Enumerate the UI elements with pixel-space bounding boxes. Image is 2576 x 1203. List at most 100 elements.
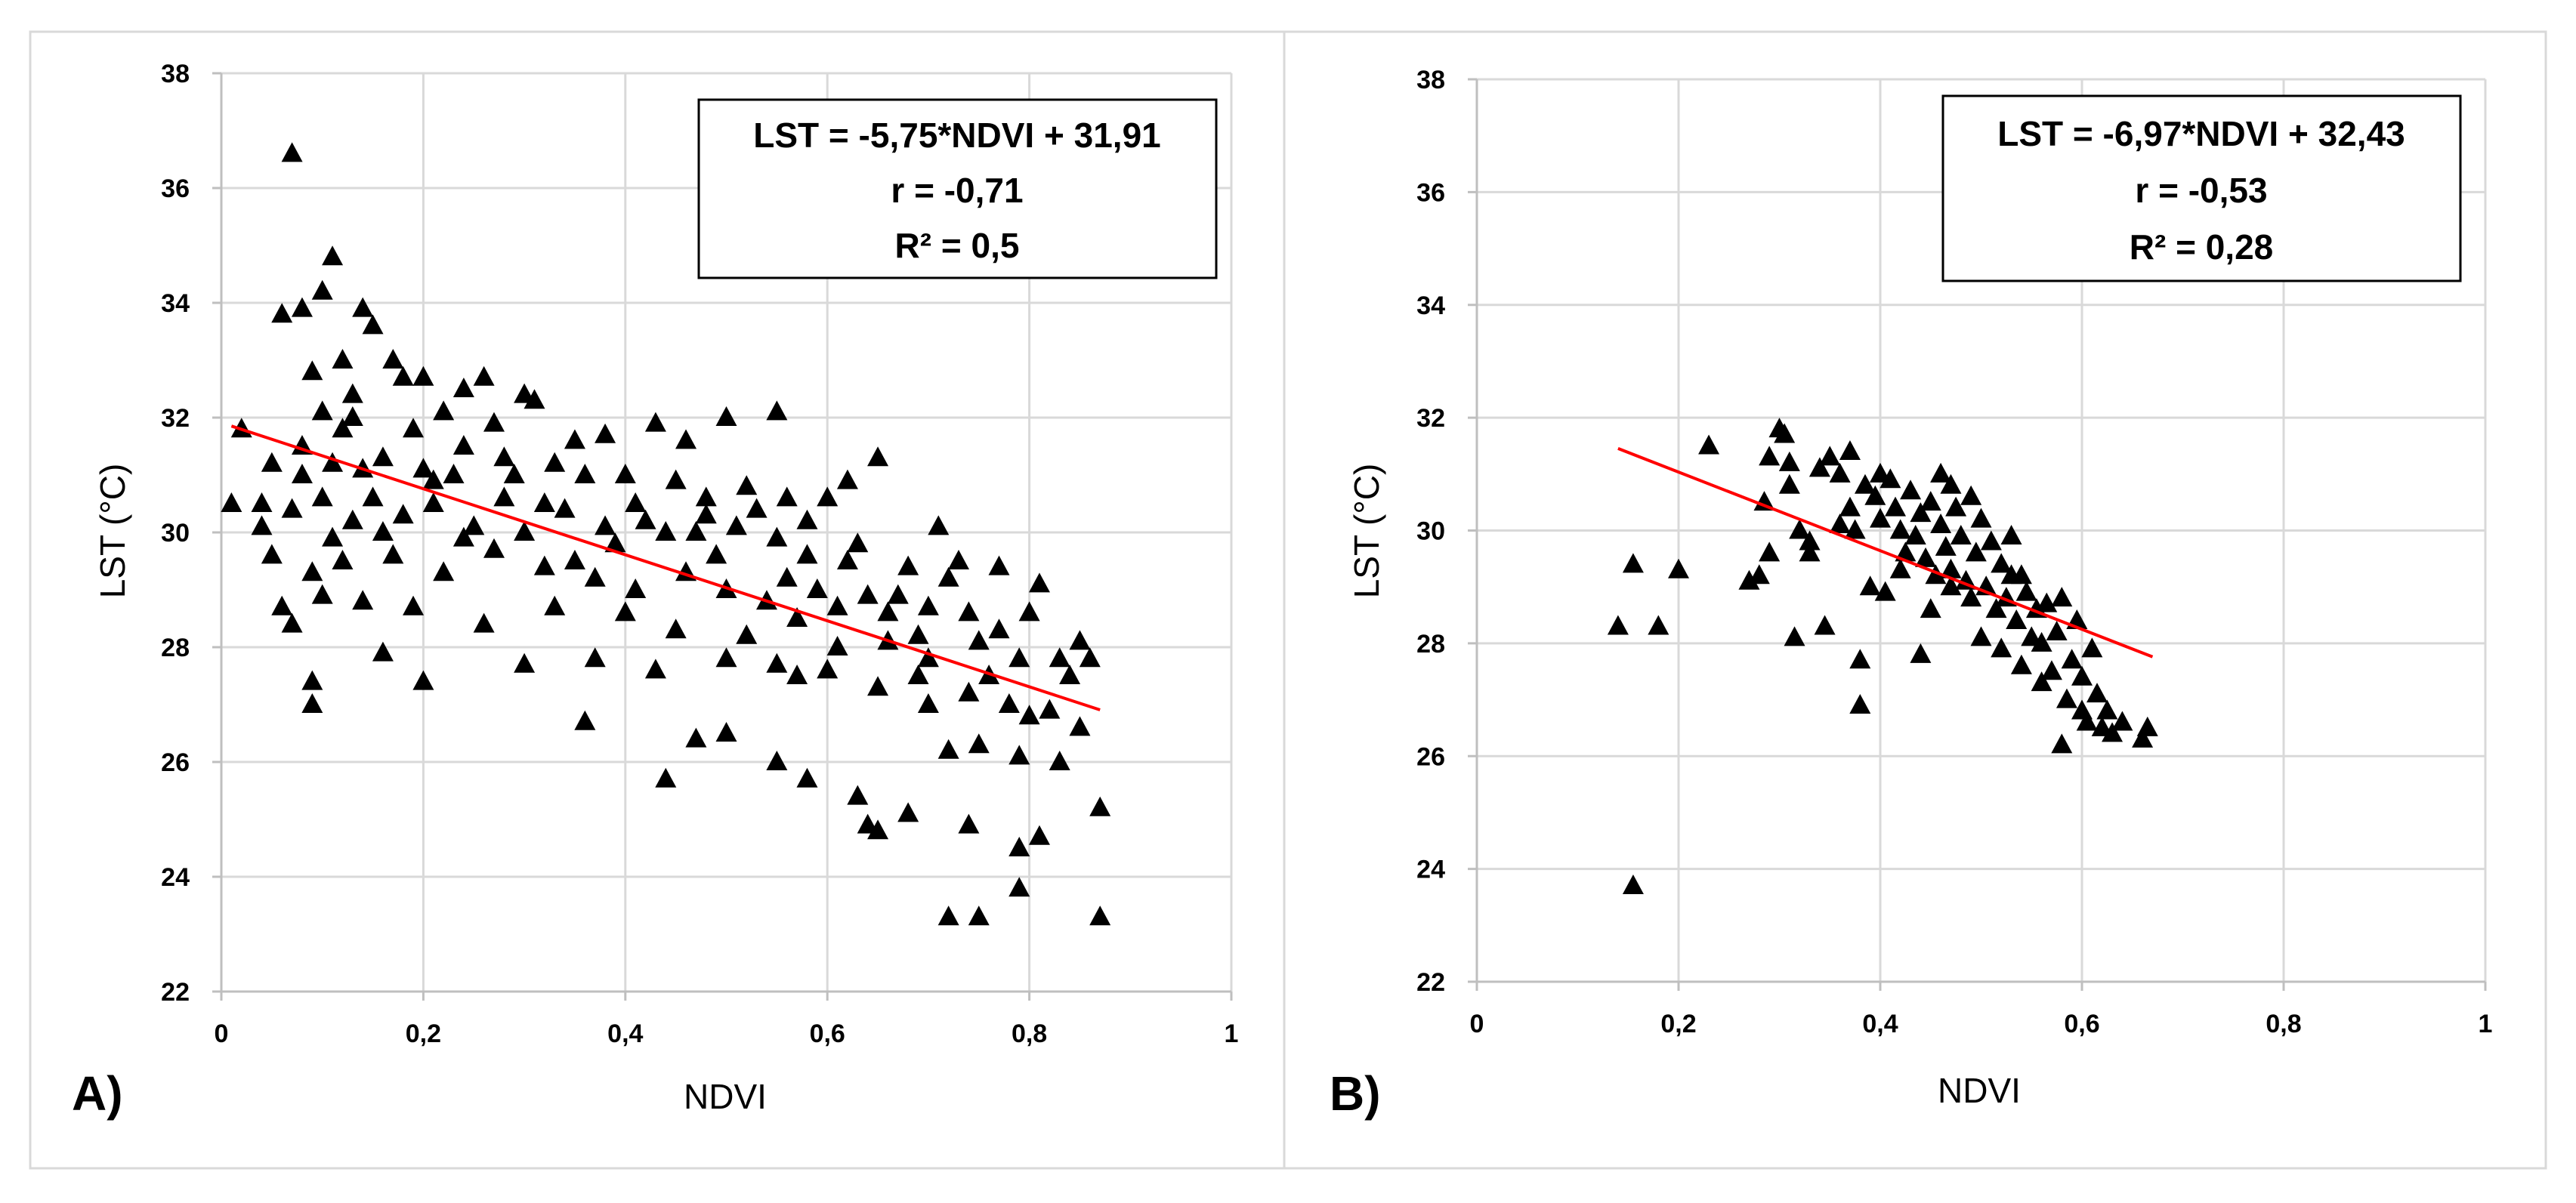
panel-b-data-point bbox=[1789, 519, 1811, 539]
panel-a-data-point bbox=[867, 676, 889, 696]
panel-a-data-point bbox=[281, 142, 303, 162]
panel-a-data-point bbox=[443, 464, 465, 483]
panel-a-data-point bbox=[433, 400, 455, 421]
panel-b-data-point bbox=[1799, 541, 1821, 562]
panel-a-data-point bbox=[665, 618, 687, 639]
panel-b-data-point bbox=[2031, 631, 2052, 652]
panel-a-data-point bbox=[695, 486, 717, 507]
panel-a-data-point bbox=[867, 446, 889, 467]
panel-a-data-point bbox=[533, 555, 555, 575]
panel-a-data-point bbox=[584, 647, 606, 668]
panel-b-axes bbox=[1468, 78, 2487, 991]
panel-b-data-point bbox=[1950, 524, 1972, 544]
panel-a-data-point bbox=[1079, 647, 1101, 668]
panel-b-y-tick-label: 26 bbox=[1416, 742, 1445, 771]
panel-b-x-tick-label: 0,6 bbox=[2064, 1010, 2099, 1038]
panel-b-data-point bbox=[1864, 485, 1886, 505]
panel-a-data-point bbox=[937, 739, 959, 759]
panel-a-data-point bbox=[958, 813, 980, 834]
panel-a-data-point bbox=[564, 550, 585, 569]
panel-b-data-point bbox=[2136, 716, 2158, 736]
panel-b-data-point bbox=[1844, 519, 1866, 539]
panel-a-data-point bbox=[433, 561, 455, 581]
panel-b-data-point bbox=[1778, 473, 1800, 494]
panel-a-data-point bbox=[1069, 716, 1091, 736]
panel-a-data-point bbox=[766, 400, 788, 421]
panel-a-data-point bbox=[392, 504, 414, 524]
panel-a-data-point bbox=[452, 435, 474, 455]
panel-a-data-point bbox=[796, 544, 818, 564]
panel-b-data-point bbox=[1920, 598, 1941, 618]
panel-a-data-point bbox=[1089, 796, 1111, 816]
panel-a-data-point bbox=[665, 469, 687, 489]
panel-b-data-point bbox=[2086, 683, 2108, 703]
panel-a-data-point bbox=[281, 498, 303, 518]
panel-b-data-point bbox=[2056, 688, 2077, 708]
panel-a-data-point bbox=[261, 452, 283, 472]
panel-a-x-axis-title: NDVI bbox=[684, 1077, 767, 1116]
panel-b-data-point bbox=[1819, 446, 1841, 466]
panel-a-data-point bbox=[715, 722, 737, 742]
panel-a-data-point bbox=[968, 733, 990, 754]
panel-a-data-point bbox=[372, 446, 394, 467]
panel-a-data-point bbox=[1049, 647, 1070, 668]
panel-a-data-point bbox=[463, 515, 485, 535]
panel-a-data-point bbox=[322, 452, 344, 472]
panel-a-equation-box-border bbox=[697, 98, 1218, 279]
panel-a-data-point bbox=[311, 400, 333, 421]
panel-b-data-point bbox=[2081, 637, 2103, 658]
panel-a-data-point bbox=[796, 509, 818, 529]
panel-b-data-point bbox=[1879, 468, 1901, 489]
panel-a-data-point bbox=[301, 360, 323, 381]
panel-a-data-point bbox=[514, 521, 536, 541]
panel-a-data-point bbox=[452, 526, 474, 547]
panel-b-equation: LST = -6,97*NDVI + 32,43 bbox=[1997, 114, 2405, 153]
panel-b-data-point bbox=[2000, 564, 2022, 585]
panel-a-data-point bbox=[968, 630, 990, 650]
panel-a-data-point bbox=[1008, 837, 1030, 856]
panel-a-r: r = -0,71 bbox=[891, 171, 1023, 210]
panel-a-data-point bbox=[867, 819, 889, 840]
panel-a-data-point bbox=[958, 681, 980, 702]
panel-a-data-point bbox=[1008, 647, 1030, 668]
panel-b-data-point bbox=[1940, 575, 1962, 596]
panel-b-data-point bbox=[1910, 502, 1932, 523]
panel-b-y-tick-label: 36 bbox=[1416, 178, 1445, 207]
panel-b-data-point bbox=[1960, 485, 1982, 505]
panel-a-data-point bbox=[766, 751, 788, 770]
panel-b-y-tick-label: 28 bbox=[1416, 630, 1445, 659]
panel-a-data-point bbox=[715, 647, 737, 668]
panel-b-data-point bbox=[2111, 711, 2133, 731]
panel-b-data-point bbox=[2036, 592, 2058, 612]
panel-a-data-point bbox=[372, 521, 394, 541]
panel-a-data-point bbox=[1059, 665, 1081, 684]
panel-a-y-tick-label: 32 bbox=[161, 404, 190, 433]
panel-a-data-point bbox=[352, 590, 374, 610]
panel-a-x-tick-label: 0,8 bbox=[1012, 1019, 1047, 1048]
panel-a-data-point bbox=[422, 492, 444, 512]
panel-b-data-point bbox=[1784, 626, 1805, 646]
panel-a-data-point bbox=[352, 297, 374, 317]
panel-a-data-point bbox=[1018, 705, 1040, 725]
panel-b-data-point bbox=[1910, 643, 1932, 663]
panel-a-data-point bbox=[311, 486, 333, 507]
panel-b-data-point bbox=[1991, 553, 2012, 573]
panel-a-data-point bbox=[574, 464, 596, 483]
panel-a-equation: LST = -5,75*NDVI + 31,91 bbox=[753, 116, 1161, 155]
panel-a-data-point bbox=[958, 601, 980, 622]
panel-b-data-point bbox=[1759, 446, 1781, 466]
panel-a-data-point bbox=[1008, 877, 1030, 897]
panel-a-data-point bbox=[907, 665, 929, 684]
panel-a-data-point bbox=[937, 566, 959, 587]
panel-b-data-point bbox=[1839, 440, 1861, 460]
panel-a-data-point bbox=[372, 641, 394, 662]
panel-a-data-point bbox=[655, 767, 677, 788]
panel-b-r: r = -0,53 bbox=[2135, 171, 2267, 210]
panel-a-data-point bbox=[604, 532, 626, 553]
panel-b-data-point bbox=[1920, 491, 1941, 511]
panel-b-x-tick-label: 0,4 bbox=[1862, 1010, 1898, 1038]
panel-a-data-point bbox=[412, 366, 434, 386]
panel-a-data-point bbox=[524, 389, 545, 409]
panel-a-data-point bbox=[715, 406, 737, 426]
